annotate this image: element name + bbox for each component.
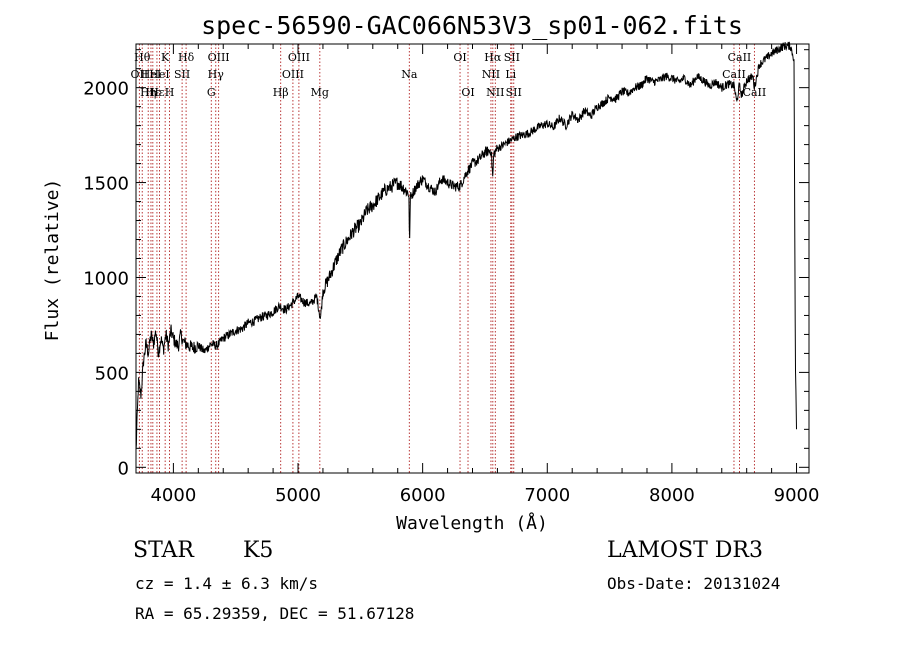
line-label: Mg [311, 86, 329, 99]
x-tick-label: 4000 [150, 485, 196, 506]
line-label: Na [401, 68, 418, 81]
line-label: Hθ [134, 51, 151, 64]
line-label: NII [486, 86, 504, 99]
object-type: STAR [133, 538, 194, 563]
axes: 4000 5000 6000 7000 8000 9000 0 500 1000 1500 2000 [83, 44, 819, 506]
y-tick-label: 0 [118, 458, 129, 479]
line-labels: OIIHθHηHeIHεHεHeIKHSIIHδGHγOIIIHβOIIIOII… [131, 51, 767, 99]
obs-date: Obs-Date: 20131024 [607, 574, 781, 593]
x-axis-label: Wavelength (Å) [396, 512, 548, 534]
y-tick-label: 1000 [83, 268, 129, 289]
y-tick-label: 500 [95, 363, 129, 384]
x-tick-label: 6000 [400, 485, 446, 506]
chart-title: spec-56590-GAC066N53V3_sp01-062.fits [201, 11, 743, 40]
coordinates: RA = 65.29359, DEC = 51.67128 [135, 604, 415, 623]
x-tick-label: 8000 [649, 485, 695, 506]
spectral-lines [138, 44, 755, 473]
line-label: Hγ [208, 68, 225, 81]
line-label: Hε [149, 86, 165, 99]
spectrum-series [135, 41, 797, 451]
line-label: CaII [743, 86, 767, 99]
line-label: CaII [722, 68, 746, 81]
line-label: K [161, 51, 170, 64]
line-label: Hβ [273, 86, 289, 99]
line-label: SII [506, 86, 522, 99]
x-tick-label: 5000 [275, 485, 321, 506]
line-label: SII [504, 51, 520, 64]
line-label: Hδ [178, 51, 195, 64]
line-label: Hα [484, 51, 502, 64]
line-label: OII [131, 68, 149, 81]
redshift-value: cz = 1.4 ± 6.3 km/s [135, 574, 319, 593]
y-tick-label: 1500 [83, 174, 129, 195]
y-axis-label: Flux (relative) [42, 179, 63, 342]
line-label: SII [174, 68, 190, 81]
subclass: K5 [243, 538, 274, 563]
line-label: HeI [141, 68, 161, 81]
line-label: H [165, 86, 175, 99]
line-label: OIII [282, 68, 304, 81]
line-label: OIII [208, 51, 230, 64]
line-label: Li [505, 68, 516, 81]
line-label: Hε [145, 86, 161, 99]
line-label: Hη [140, 86, 156, 99]
line-label: OI [453, 51, 466, 64]
line-label: CaII [728, 51, 752, 64]
line-label: OI [461, 86, 474, 99]
flux-line [135, 41, 797, 451]
plot-frame [135, 43, 810, 474]
line-label: HeI [149, 68, 169, 81]
y-tick-label: 2000 [83, 79, 129, 100]
x-tick-label: 9000 [774, 485, 820, 506]
line-label: G [207, 86, 216, 99]
survey-name: LAMOST DR3 [607, 538, 763, 563]
line-label: OIII [288, 51, 310, 64]
line-label: NII [482, 68, 500, 81]
x-tick-label: 7000 [524, 485, 570, 506]
